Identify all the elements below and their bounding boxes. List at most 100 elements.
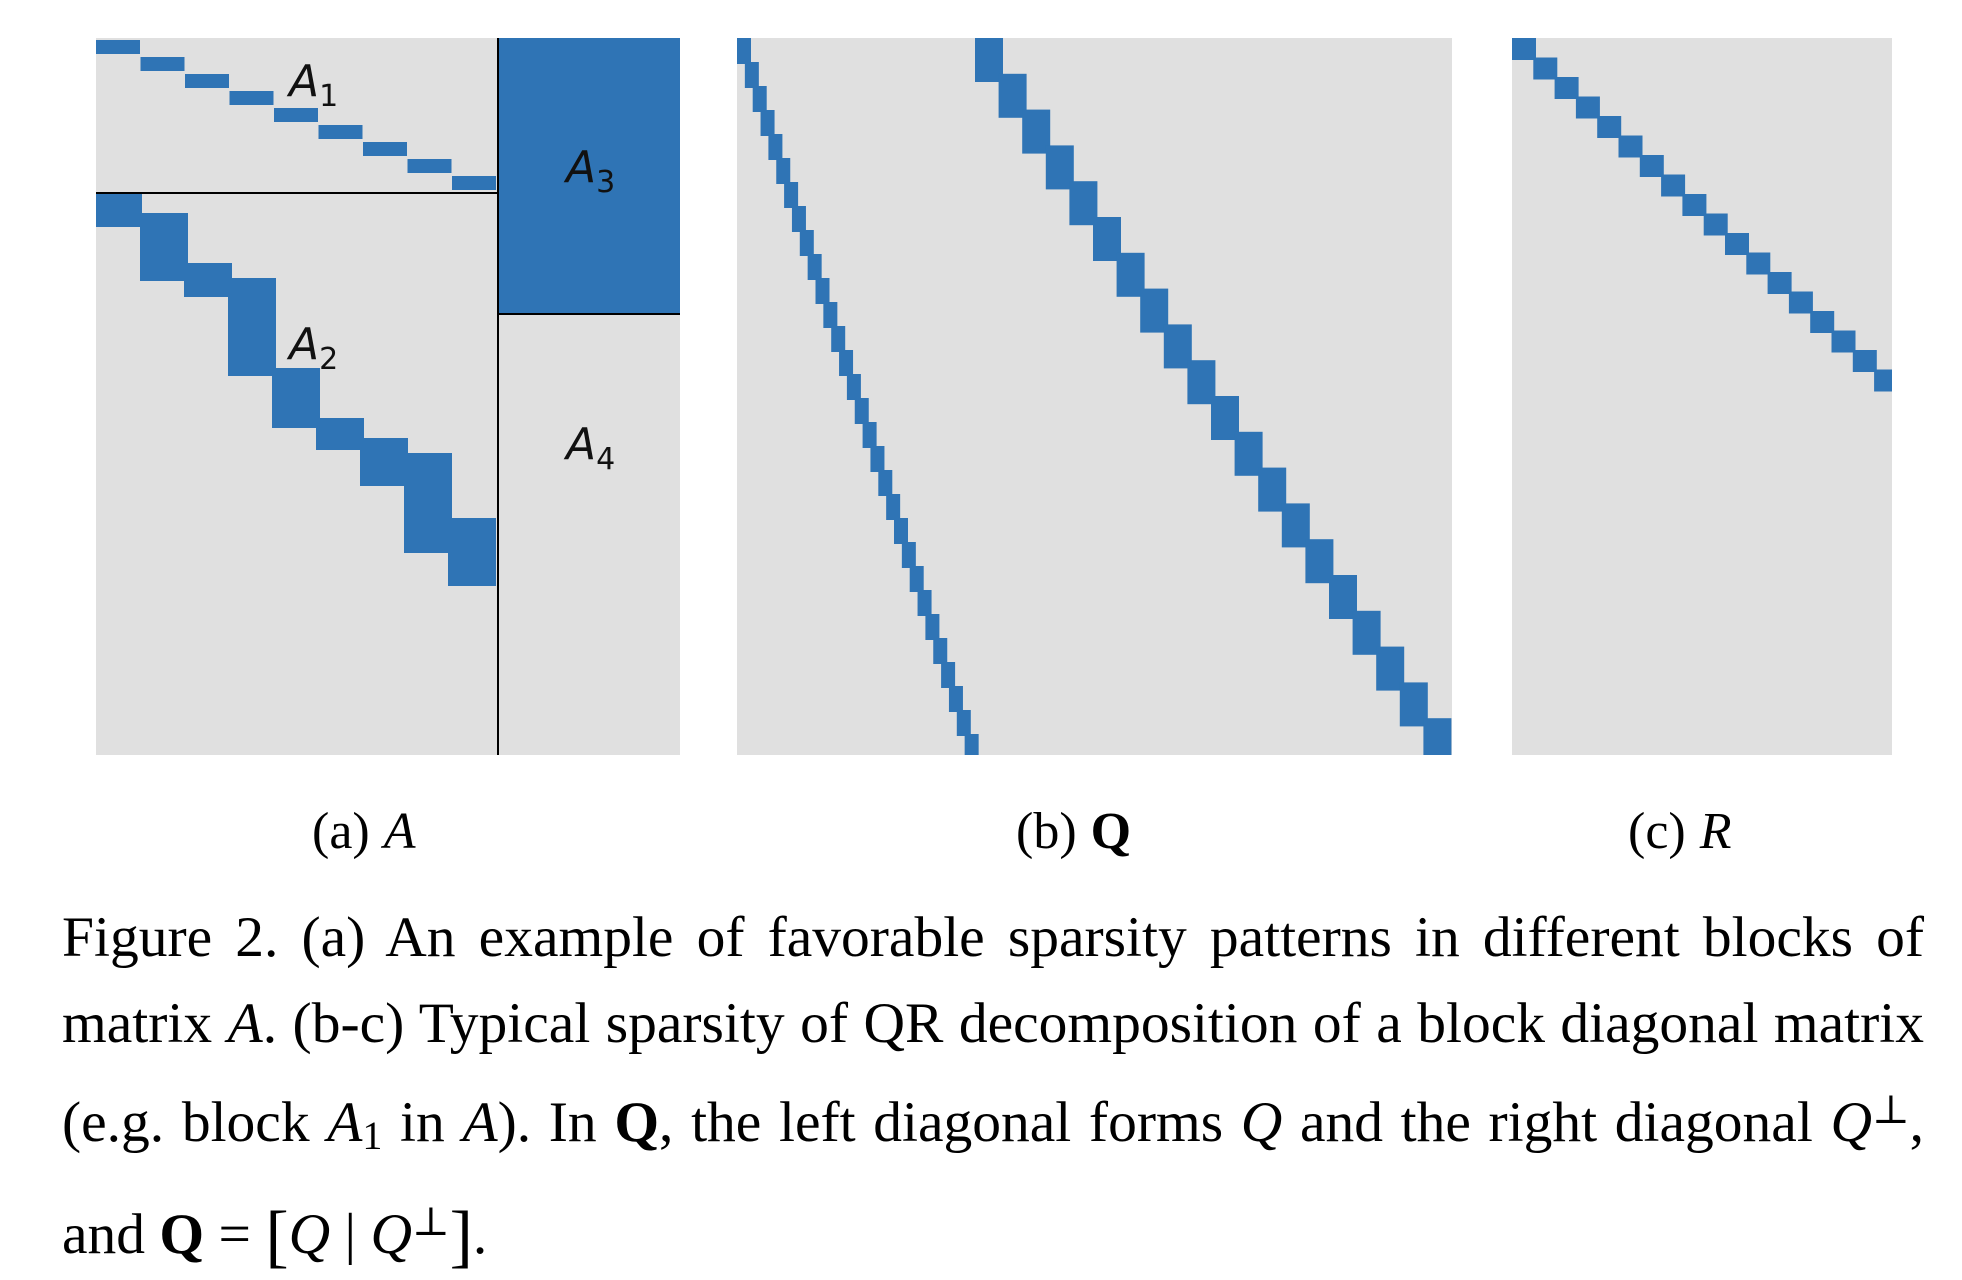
nonzero-cell-r: [1767, 272, 1792, 294]
nonzero-cell-q-perp: [1352, 610, 1381, 655]
nonzero-cell-a1: [96, 40, 140, 54]
subcaption-c: (c) R: [1628, 803, 1732, 860]
nonzero-cell-r: [1554, 77, 1579, 99]
nonzero-cell-q-perp: [998, 73, 1027, 118]
subcaption-a: (a) A: [312, 803, 416, 860]
nonzero-cell-a2: [140, 213, 188, 281]
nonzero-cell-q-perp: [1045, 145, 1074, 190]
nonzero-cell-r: [1788, 291, 1813, 314]
nonzero-cell-q: [886, 494, 901, 520]
nonzero-cell-a1: [452, 176, 496, 190]
block-label-a2: A2: [289, 319, 339, 377]
nonzero-cell-q-perp: [1423, 718, 1452, 755]
nonzero-cell-a2: [184, 263, 232, 297]
nonzero-cell-q: [925, 614, 940, 640]
matrix-q-panel: [737, 38, 1452, 755]
dense-block-a3: [498, 38, 680, 314]
nonzero-cell-r: [1512, 38, 1536, 60]
nonzero-cell-q: [846, 374, 861, 400]
nonzero-cell-q: [854, 398, 869, 424]
nonzero-cell-q: [807, 254, 822, 280]
matrix-r-panel: [1512, 38, 1892, 755]
nonzero-cell-r: [1810, 311, 1835, 333]
subcaption-b: (b) Q: [1016, 803, 1132, 860]
nonzero-cell-r: [1746, 252, 1771, 275]
nonzero-cell-a2: [448, 518, 496, 586]
nonzero-cell-q-perp: [1399, 682, 1428, 727]
nonzero-cell-q: [737, 38, 751, 64]
nonzero-cell-q: [909, 566, 924, 592]
nonzero-cell-a1: [274, 108, 318, 122]
nonzero-cell-a1: [363, 142, 407, 156]
nonzero-cell-q: [815, 278, 830, 304]
nonzero-cell-q-perp: [1069, 181, 1098, 226]
nonzero-cell-r: [1831, 330, 1856, 353]
nonzero-cell-q: [862, 422, 877, 448]
block-label-a1: A1: [289, 56, 339, 114]
nonzero-cell-r: [1661, 174, 1686, 197]
nonzero-cell-q: [948, 686, 963, 712]
nonzero-cell-q-perp: [1187, 360, 1216, 405]
nonzero-cell-r: [1618, 135, 1643, 158]
nonzero-cell-a1: [407, 159, 452, 173]
nonzero-cell-r: [1703, 213, 1728, 236]
nonzero-cell-q: [917, 590, 932, 616]
nonzero-cell-q: [941, 662, 956, 688]
nonzero-cell-a2: [360, 438, 408, 486]
nonzero-cell-q: [744, 62, 759, 88]
nonzero-cell-q-perp: [1211, 396, 1239, 440]
nonzero-cell-q-perp: [1281, 503, 1310, 548]
nonzero-cell-q-perp: [1022, 109, 1051, 154]
nonzero-cell-q: [901, 542, 916, 568]
nonzero-cell-q-perp: [1163, 324, 1192, 369]
nonzero-cell-q: [799, 230, 814, 256]
nonzero-cell-q-perp: [1329, 575, 1357, 619]
nonzero-cell-q-perp: [1116, 252, 1145, 297]
nonzero-cell-q-perp: [975, 38, 1003, 82]
nonzero-cell-q: [933, 638, 948, 664]
nonzero-cell-q: [878, 470, 893, 496]
nonzero-cell-q: [956, 710, 971, 736]
nonzero-cell-r: [1575, 96, 1600, 119]
nonzero-cell-r: [1852, 350, 1877, 372]
nonzero-cell-q: [839, 350, 854, 376]
nonzero-cell-q-perp: [1234, 431, 1263, 476]
nonzero-cell-q: [823, 302, 838, 328]
nonzero-cell-a2: [272, 368, 320, 428]
nonzero-cell-a2: [96, 193, 142, 227]
nonzero-cell-a1: [140, 57, 185, 71]
nonzero-cell-q: [831, 326, 846, 352]
nonzero-cell-q: [791, 206, 806, 232]
nonzero-cell-q: [894, 518, 908, 544]
nonzero-cell-a2: [404, 453, 452, 553]
matrix-r-sparsity-plot: [1512, 38, 1892, 392]
nonzero-cell-a2: [316, 418, 364, 450]
nonzero-cell-r: [1874, 369, 1892, 392]
nonzero-cell-q: [752, 86, 767, 112]
nonzero-cell-a2: [228, 278, 276, 376]
nonzero-cell-q: [768, 134, 783, 160]
nonzero-cell-a1: [229, 91, 274, 105]
nonzero-cell-q: [760, 110, 775, 136]
nonzero-cell-q-perp: [1376, 646, 1405, 691]
matrix-q-sparsity-plot: [737, 38, 1452, 755]
figure-caption: Figure 2. (a) An example of favorable sp…: [62, 906, 1924, 1275]
nonzero-cell-q: [964, 734, 979, 755]
nonzero-cell-r: [1597, 116, 1622, 138]
nonzero-cell-r: [1725, 233, 1749, 255]
matrix-a-panel: A1 A2 A3 A4: [96, 38, 680, 755]
block-label-a4: A4: [566, 419, 616, 477]
nonzero-cell-q-perp: [1258, 467, 1287, 512]
nonzero-cell-q: [776, 158, 791, 184]
nonzero-cell-a1: [318, 125, 363, 139]
nonzero-cell-r: [1533, 57, 1558, 80]
nonzero-cell-q: [784, 182, 799, 208]
nonzero-cell-q-perp: [1093, 217, 1121, 261]
nonzero-cell-q: [870, 446, 885, 472]
nonzero-cell-a1: [185, 74, 229, 88]
block-label-a3: A3: [566, 142, 616, 200]
nonzero-cell-q-perp: [1140, 288, 1169, 333]
nonzero-cell-r: [1682, 194, 1707, 216]
nonzero-cell-q-perp: [1305, 539, 1334, 584]
nonzero-cell-r: [1639, 155, 1664, 177]
